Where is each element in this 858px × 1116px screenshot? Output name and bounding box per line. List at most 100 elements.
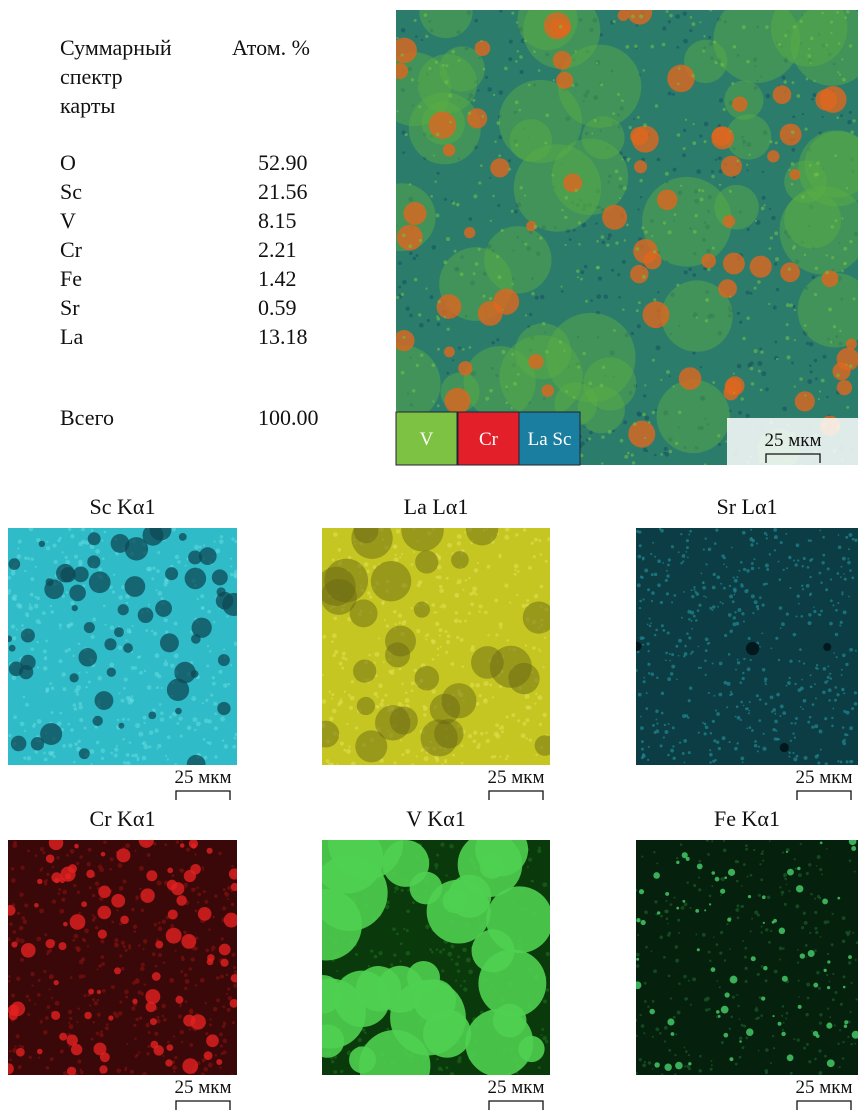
map-feature (775, 637, 778, 640)
map-feature (668, 20, 671, 23)
map-feature (711, 840, 713, 842)
map-feature (559, 25, 563, 29)
map-feature (845, 760, 848, 763)
map-feature (152, 566, 155, 569)
map-feature (715, 529, 718, 532)
map-feature (416, 364, 419, 367)
map-feature (742, 940, 744, 942)
map-image (312, 509, 555, 767)
map-feature (25, 703, 29, 707)
map-feature (693, 586, 695, 588)
map-feature (664, 1026, 668, 1030)
map-feature (800, 615, 803, 618)
map-feature (28, 1056, 31, 1059)
map-feature (742, 761, 744, 763)
map-feature (395, 623, 397, 625)
map-feature (381, 601, 385, 605)
map-feature (810, 37, 814, 41)
total-label: Всего (60, 405, 114, 430)
map-feature (368, 654, 371, 657)
map-feature (711, 175, 714, 178)
map-feature (80, 1071, 84, 1075)
map-feature (809, 342, 814, 347)
map-feature (642, 1063, 646, 1067)
map-feature (619, 197, 621, 199)
map-feature (540, 553, 543, 556)
map-feature (807, 54, 811, 58)
map-feature (102, 557, 105, 560)
map-feature (707, 853, 710, 856)
map-feature (800, 706, 802, 708)
map-feature (455, 962, 459, 966)
map-feature (772, 728, 775, 731)
map-feature (531, 292, 535, 296)
legend-label: La Sc (528, 429, 572, 450)
map-feature (398, 285, 401, 288)
map-feature (96, 741, 100, 745)
map-feature (702, 722, 704, 724)
map-feature (720, 878, 722, 880)
map-feature (480, 732, 484, 736)
map-feature (213, 621, 215, 623)
map-feature (800, 953, 805, 958)
map-feature (613, 329, 616, 332)
map-feature (409, 252, 413, 256)
map-feature (59, 1033, 67, 1041)
map-feature (648, 746, 650, 748)
map-feature (369, 596, 372, 599)
map-feature (786, 567, 788, 569)
map-feature (226, 993, 228, 995)
map-feature (779, 606, 783, 610)
map-feature (346, 749, 351, 754)
map-feature (652, 411, 655, 414)
map-feature (808, 539, 811, 542)
map-feature (797, 949, 799, 951)
map-feature (496, 338, 499, 341)
map-feature (679, 741, 681, 743)
map-feature (543, 1000, 547, 1004)
map-feature (331, 693, 334, 696)
map-feature (739, 321, 742, 324)
map-feature (698, 732, 700, 734)
map-feature (330, 763, 334, 767)
map-feature (11, 736, 27, 752)
map-feature (538, 1066, 541, 1069)
map-feature (529, 738, 532, 741)
map-feature (199, 546, 202, 549)
map-feature (371, 561, 412, 602)
map-feature (393, 330, 414, 351)
map-feature (132, 999, 137, 1004)
map-feature (637, 583, 641, 587)
map-feature (809, 932, 811, 934)
map-feature (595, 222, 597, 224)
map-feature (774, 535, 778, 539)
map-feature (620, 439, 624, 443)
map-feature (704, 122, 709, 127)
map-feature (219, 540, 223, 544)
map-feature (8, 558, 20, 570)
map-feature (682, 554, 686, 558)
map-feature (203, 1067, 208, 1072)
map-feature (375, 705, 379, 709)
map-feature (656, 719, 658, 721)
map-feature (594, 119, 597, 122)
map-feature (166, 928, 182, 944)
map-feature (644, 230, 647, 233)
map-feature (451, 551, 469, 569)
map-image (632, 528, 858, 766)
map-feature (785, 533, 787, 535)
map-feature (840, 576, 842, 578)
map-feature (428, 67, 431, 70)
map-feature (23, 920, 28, 925)
map-feature (117, 719, 119, 721)
map-feature (146, 1001, 157, 1012)
map-feature (678, 639, 682, 643)
map-feature (401, 889, 404, 892)
map-feature (792, 247, 795, 250)
map-feature (73, 761, 75, 763)
map-feature (598, 276, 602, 280)
map-feature (717, 606, 719, 608)
map-feature (784, 903, 787, 906)
map-feature (748, 712, 750, 714)
map-feature (474, 19, 478, 23)
